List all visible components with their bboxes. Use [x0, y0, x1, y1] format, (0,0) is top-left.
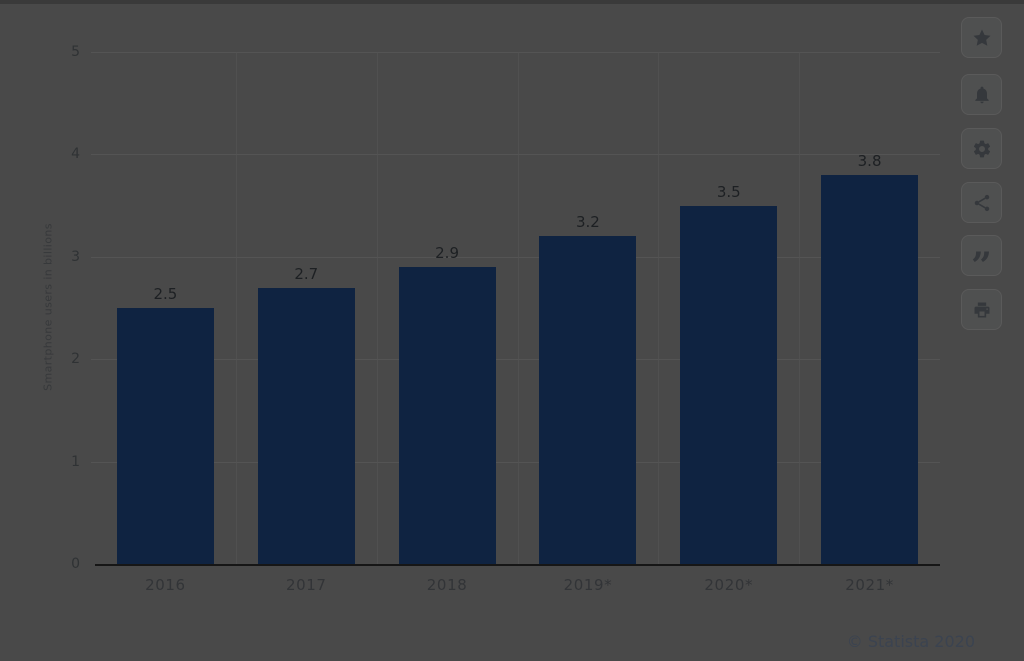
gridline-y4	[91, 154, 940, 156]
bar-value-2018: 2.9	[435, 244, 459, 263]
y-tick-0: 0	[71, 556, 80, 572]
statista-credit: © Statista 2020	[846, 632, 975, 651]
top-edge-divider	[0, 0, 1024, 4]
x-label-2018: 2018	[426, 576, 468, 594]
gridline-y5	[91, 52, 940, 53]
print-button[interactable]	[961, 289, 1002, 330]
favorite-button[interactable]	[961, 17, 1002, 58]
bar-2019[interactable]	[539, 236, 637, 564]
x-label-2016: 2016	[145, 576, 186, 594]
printer-icon	[972, 300, 992, 320]
bar-value-2020: 3.5	[716, 182, 741, 201]
x-label-2021: 2021*	[845, 576, 894, 594]
gridline-x2	[376, 52, 378, 564]
gridline-y1	[91, 461, 940, 463]
x-label-2020: 2020*	[704, 576, 754, 594]
gridline-y3	[91, 256, 940, 258]
y-tick-4: 4	[71, 146, 80, 163]
gridline-x1	[235, 52, 237, 564]
star-icon	[972, 28, 992, 48]
gridline-y2	[91, 359, 940, 361]
cite-button[interactable]: ”	[961, 235, 1002, 284]
bell-icon	[972, 85, 992, 105]
share-icon	[972, 193, 992, 213]
right-toolbar: ”	[961, 0, 1003, 661]
notifications-button[interactable]	[961, 74, 1002, 115]
settings-button[interactable]	[961, 128, 1002, 169]
bar-2018[interactable]	[398, 267, 496, 564]
y-tick-5: 5	[71, 44, 80, 60]
bar-value-2021: 3.8	[857, 151, 882, 170]
bar-2016[interactable]	[116, 308, 214, 564]
bar-value-2016: 2.5	[153, 285, 178, 303]
share-button[interactable]	[961, 182, 1002, 223]
gear-icon	[972, 139, 992, 159]
bar-2017[interactable]	[257, 287, 355, 564]
y-tick-1: 1	[71, 453, 80, 470]
gridline-x5	[799, 52, 801, 564]
x-label-2017: 2017	[285, 576, 327, 594]
x-axis-line	[95, 564, 940, 566]
y-tick-2: 2	[71, 351, 80, 368]
y-tick-3: 3	[71, 248, 80, 265]
bar-value-2017: 2.7	[294, 264, 319, 283]
bar-value-2019: 3.2	[575, 213, 600, 232]
gridline-x3	[517, 52, 519, 564]
gridline-x4	[658, 52, 660, 564]
x-label-2019: 2019*	[563, 576, 613, 594]
bar-2021[interactable]	[821, 174, 919, 564]
bar-2020[interactable]	[680, 205, 778, 564]
